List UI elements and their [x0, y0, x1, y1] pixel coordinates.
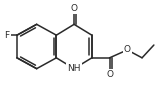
Text: O: O	[124, 45, 131, 54]
Text: O: O	[106, 70, 113, 79]
Text: F: F	[4, 31, 10, 40]
Text: NH: NH	[67, 64, 81, 73]
Text: O: O	[71, 4, 78, 13]
